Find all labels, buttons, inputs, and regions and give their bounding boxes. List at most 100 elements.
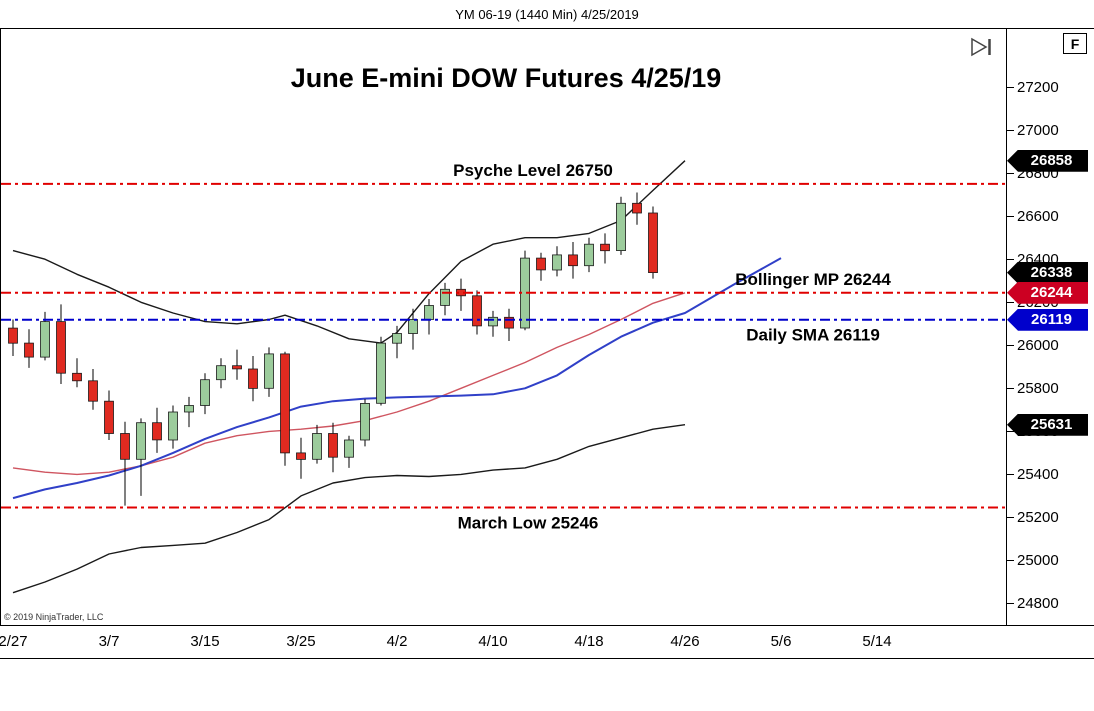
candle-3/11 bbox=[136, 418, 146, 496]
tick-mark bbox=[1007, 258, 1014, 260]
step-forward-icon[interactable] bbox=[968, 37, 996, 57]
daily-sma-level-label: Daily SMA 26119 bbox=[746, 326, 880, 345]
chart-title: June E-mini DOW Futures 4/25/19 bbox=[291, 63, 722, 93]
copyright-label: © 2019 NinjaTrader, LLC bbox=[4, 612, 104, 622]
candle-3/5 bbox=[72, 358, 82, 388]
price-tick-27200: 27200 bbox=[1007, 78, 1059, 96]
candle-4/3 bbox=[408, 308, 418, 350]
window-title: YM 06-19 (1440 Min) 4/25/2019 bbox=[455, 6, 639, 22]
candle-4/9 bbox=[472, 290, 482, 335]
bollinger-mp-label: Bollinger MP 26244 bbox=[735, 270, 891, 289]
date-label-3/15: 3/15 bbox=[190, 633, 220, 650]
tick-label: 25800 bbox=[1017, 379, 1059, 397]
tick-mark bbox=[1007, 129, 1014, 131]
candle-3/29 bbox=[360, 399, 370, 447]
tick-label: 25000 bbox=[1017, 552, 1059, 569]
date-label-4/10: 4/10 bbox=[478, 633, 508, 650]
price-badge-26119: 26119 bbox=[1007, 308, 1088, 331]
price-tick-27000: 27000 bbox=[1007, 121, 1059, 139]
candle-3/21 bbox=[264, 347, 274, 397]
tick-label: 27000 bbox=[1017, 121, 1059, 139]
price-tick-24800: 24800 bbox=[1007, 595, 1059, 613]
tick-mark bbox=[1007, 86, 1014, 88]
date-label-5/6: 5/6 bbox=[770, 633, 792, 650]
candle-2/27 bbox=[8, 319, 18, 356]
tick-mark bbox=[1007, 430, 1014, 432]
price-tick-26000: 26000 bbox=[1007, 336, 1059, 354]
candle-4/11 bbox=[504, 308, 514, 341]
price-badge-26244: 26244 bbox=[1007, 281, 1088, 304]
candle-3/14 bbox=[184, 396, 194, 428]
candle-4/16 bbox=[552, 246, 562, 277]
candle-4/18 bbox=[584, 237, 594, 273]
window-title-bar: YM 06-19 (1440 Min) 4/25/2019 bbox=[0, 0, 1094, 28]
tick-label: 27200 bbox=[1017, 78, 1059, 96]
candles-layer bbox=[8, 192, 658, 506]
candle-4/5 bbox=[440, 282, 450, 316]
candle-3/25 bbox=[296, 437, 306, 479]
fit-button[interactable]: F bbox=[1063, 33, 1087, 54]
candle-4/15 bbox=[536, 252, 546, 281]
tick-label: 24800 bbox=[1017, 595, 1059, 612]
candle-4/2 bbox=[392, 325, 402, 359]
candle-3/18 bbox=[216, 358, 226, 389]
tick-mark bbox=[1007, 473, 1014, 475]
candle-3/13 bbox=[168, 405, 178, 449]
price-tick-26600: 26600 bbox=[1007, 207, 1059, 225]
tick-label: 25200 bbox=[1017, 508, 1059, 526]
tick-mark bbox=[1007, 387, 1014, 389]
candle-3/4 bbox=[56, 304, 66, 384]
date-label-2/27: 2/27 bbox=[0, 633, 28, 650]
candle-2/28 bbox=[24, 329, 34, 368]
bollinger-upper-line bbox=[12, 160, 686, 344]
tick-mark bbox=[1007, 560, 1014, 561]
price-tick-25400: 25400 bbox=[1007, 465, 1059, 483]
price-axis[interactable]: F 27200270002680026600264002620026000258… bbox=[1007, 29, 1092, 625]
candle-3/7 bbox=[104, 390, 114, 440]
candle-3/12 bbox=[152, 407, 162, 453]
price-badge-26858: 26858 bbox=[1007, 149, 1088, 172]
candle-3/26 bbox=[312, 424, 322, 464]
candle-3/15 bbox=[200, 373, 210, 415]
date-label-4/26: 4/26 bbox=[670, 633, 700, 650]
date-label-4/18: 4/18 bbox=[574, 633, 604, 650]
chart-window: Psyche Level 26750 Bollinger MP 26244 Dail… bbox=[0, 28, 1094, 626]
chart-canvas: Psyche Level 26750 Bollinger MP 26244 Dail… bbox=[1, 63, 1008, 594]
candle-4/23 bbox=[616, 196, 626, 255]
price-tick-25200: 25200 bbox=[1007, 508, 1059, 526]
bollinger-lower-line bbox=[12, 424, 686, 594]
candle-3/27 bbox=[328, 422, 338, 473]
candle-3/22 bbox=[280, 351, 290, 466]
candle-4/17 bbox=[568, 242, 578, 279]
tick-label: 26000 bbox=[1017, 336, 1059, 354]
price-tick-25000: 25000 bbox=[1007, 552, 1059, 570]
candle-4/24 bbox=[632, 192, 642, 225]
tick-label: 25400 bbox=[1017, 465, 1059, 483]
date-label-3/7: 3/7 bbox=[98, 633, 120, 650]
price-badge-25631: 25631 bbox=[1007, 413, 1088, 436]
candle-4/12 bbox=[520, 250, 530, 331]
price-tick-25800: 25800 bbox=[1007, 379, 1059, 397]
chart-area: Psyche Level 26750 Bollinger MP 26244 Dail… bbox=[0, 29, 1008, 625]
march-low-label: March Low 25246 bbox=[458, 514, 599, 533]
candle-3/19 bbox=[232, 349, 242, 380]
tick-mark bbox=[1007, 516, 1014, 518]
candle-4/22 bbox=[600, 233, 610, 264]
candle-4/1 bbox=[376, 336, 386, 406]
candle-4/10 bbox=[488, 310, 498, 337]
price-badge-26338: 26338 bbox=[1007, 261, 1088, 284]
candle-4/4 bbox=[424, 299, 434, 335]
tick-label: 26600 bbox=[1017, 207, 1059, 225]
candle-4/8 bbox=[456, 278, 466, 311]
candle-3/28 bbox=[344, 435, 354, 468]
candle-3/20 bbox=[248, 356, 258, 402]
tick-mark bbox=[1007, 215, 1014, 217]
tick-mark bbox=[1007, 172, 1014, 174]
time-axis[interactable]: 2/27 3/7 3/15 3/25 4/2 4/10 4/18 4/26 5/6 5/14 bbox=[0, 626, 1094, 659]
candle-3/6 bbox=[88, 369, 98, 410]
candle-4/25 bbox=[648, 206, 658, 279]
candle-3/8 bbox=[120, 421, 130, 506]
psyche-level-label: Psyche Level 26750 bbox=[453, 161, 613, 180]
daily-sma-curve-line bbox=[12, 257, 782, 500]
date-label-5/14: 5/14 bbox=[862, 633, 892, 650]
